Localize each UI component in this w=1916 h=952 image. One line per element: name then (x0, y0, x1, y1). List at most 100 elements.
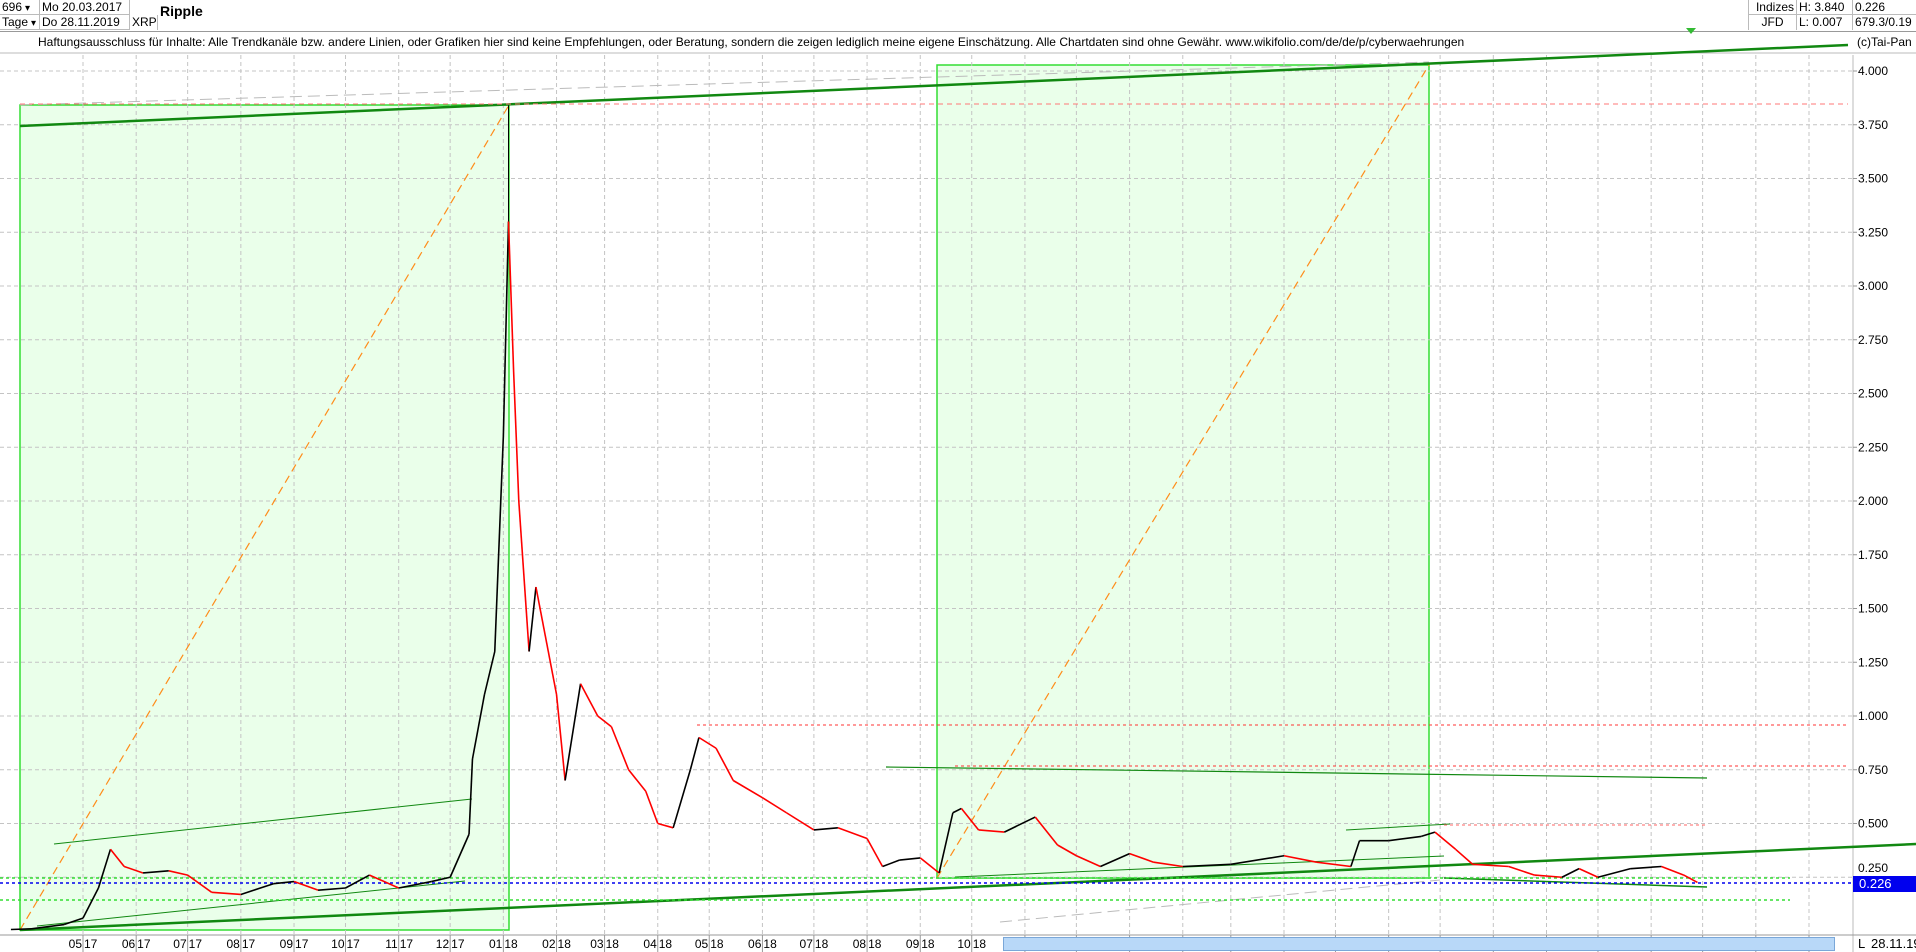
chart-header: 696 Mo 20.03.2017 Tage Do 28.11.2019 XRP… (0, 0, 1916, 32)
y-tick-label: 2.500 (1858, 387, 1888, 401)
low-value: L: 0.007 (1797, 15, 1853, 30)
y-tick-label: 3.250 (1858, 225, 1888, 239)
x-tick-label-month: 06 (122, 937, 136, 951)
channel-line-2019-upper (1345, 823, 1451, 831)
price-segment (1057, 844, 1077, 857)
x-tick-label-month: 07 (800, 937, 814, 951)
price-segment (431, 876, 451, 883)
price-segment (1683, 874, 1698, 884)
x-tick-label-year: 18 (606, 937, 620, 951)
price-segment (1182, 863, 1231, 868)
price-segment (449, 833, 470, 878)
price-segment (1230, 854, 1285, 866)
price-segment (1003, 816, 1036, 833)
x-tick-label-year: 18 (973, 937, 987, 951)
x-tick-label-year: 17 (137, 937, 151, 951)
period-dropdown[interactable]: Tage (0, 15, 40, 30)
bars-count: 696 (2, 0, 23, 14)
trendline-lower (19, 842, 1916, 932)
x-tick-label-year: 18 (815, 937, 829, 951)
x-tick-label-month: 05 (69, 937, 83, 951)
y-tick-label: 0.500 (1858, 817, 1888, 831)
price-segment (31, 923, 65, 930)
copyright: (c)Tai-Pan (1857, 35, 1912, 49)
price-segment (1129, 852, 1154, 863)
price-segment (715, 747, 734, 781)
price-segment (579, 683, 599, 717)
last-value: 0.226 (1853, 0, 1916, 15)
price-segment (123, 865, 144, 874)
x-tick-label-year: 18 (710, 937, 724, 951)
resistance-line (885, 766, 1708, 779)
price-segment (698, 736, 717, 749)
y-tick-label: 1.750 (1858, 548, 1888, 562)
price-segment (1597, 867, 1631, 879)
price-segment (502, 221, 510, 437)
channel-line-2017-lower (36, 880, 466, 927)
y-tick-label: 2.000 (1858, 494, 1888, 508)
x-tick-label-year: 17 (347, 937, 361, 951)
price-segment (535, 586, 558, 695)
price-segment (317, 887, 346, 891)
price-segment (517, 500, 530, 652)
price-segment (919, 857, 940, 874)
y-tick-label: 2.250 (1858, 440, 1888, 454)
end-date[interactable]: Do 28.11.2019 (40, 15, 130, 30)
price-segment (1561, 867, 1580, 878)
y-tick-label: 0.250 (1858, 861, 1888, 875)
price-segment (398, 880, 432, 889)
price-segment (952, 807, 962, 814)
x-tick-label-month: 11 (385, 937, 398, 951)
price-segment (1421, 831, 1436, 838)
x-tick-label-year: 17 (189, 937, 203, 951)
reference-line-bottom (999, 879, 1441, 923)
exchange-label: Indizes (1748, 0, 1797, 15)
price-segment (512, 371, 520, 502)
price-segment (627, 769, 647, 792)
price-segment (273, 880, 295, 885)
x-tick-label-month: 05 (695, 937, 709, 951)
price-segment (555, 694, 566, 781)
price-segment (1316, 861, 1352, 868)
price-segment (293, 880, 319, 891)
y-tick-label: 1.500 (1858, 602, 1888, 616)
y-tick-label: 1.000 (1858, 709, 1888, 723)
price-segment (528, 586, 537, 652)
price-segment (837, 827, 868, 840)
price-segment (1350, 840, 1361, 867)
price-segment (1630, 865, 1662, 870)
price-segment (672, 769, 692, 829)
x-tick-label-year: 18 (868, 937, 882, 951)
price-segment (866, 838, 884, 867)
price-segment (10, 928, 32, 931)
price-segment (1076, 855, 1101, 868)
time-scroll-range[interactable] (1003, 937, 1835, 951)
x-tick-label-month: 08 (226, 937, 240, 951)
price-segment (345, 874, 370, 889)
x-tick-label-year: 17 (84, 937, 98, 951)
x-tick-label-month: 07 (173, 937, 187, 951)
symbol: XRP (132, 15, 158, 30)
price-segment (187, 874, 213, 893)
price-segment (786, 812, 815, 831)
price-segment (899, 857, 921, 861)
start-date[interactable]: Mo 20.03.2017 (40, 0, 130, 15)
x-tick-label-month: 09 (280, 937, 294, 951)
price-segment (1034, 816, 1059, 846)
x-tick-label-year: 18 (558, 937, 572, 951)
price-segment (471, 694, 486, 760)
price-segment (610, 726, 630, 771)
x-tick-label-year: 18 (659, 937, 673, 951)
x-tick-label-month: 12 (436, 937, 450, 951)
reference-line-top (19, 61, 1430, 106)
price-segment (978, 829, 1005, 833)
exchange: JFD (1748, 15, 1797, 30)
price-segment (1100, 852, 1130, 868)
price-segment (813, 827, 838, 831)
high-value: H: 3.840 (1797, 0, 1853, 15)
price-segment (1508, 865, 1535, 876)
scale-mode[interactable]: L (1858, 936, 1866, 951)
projection-line-1 (19, 104, 510, 931)
x-tick-label-month: 09 (906, 937, 920, 951)
